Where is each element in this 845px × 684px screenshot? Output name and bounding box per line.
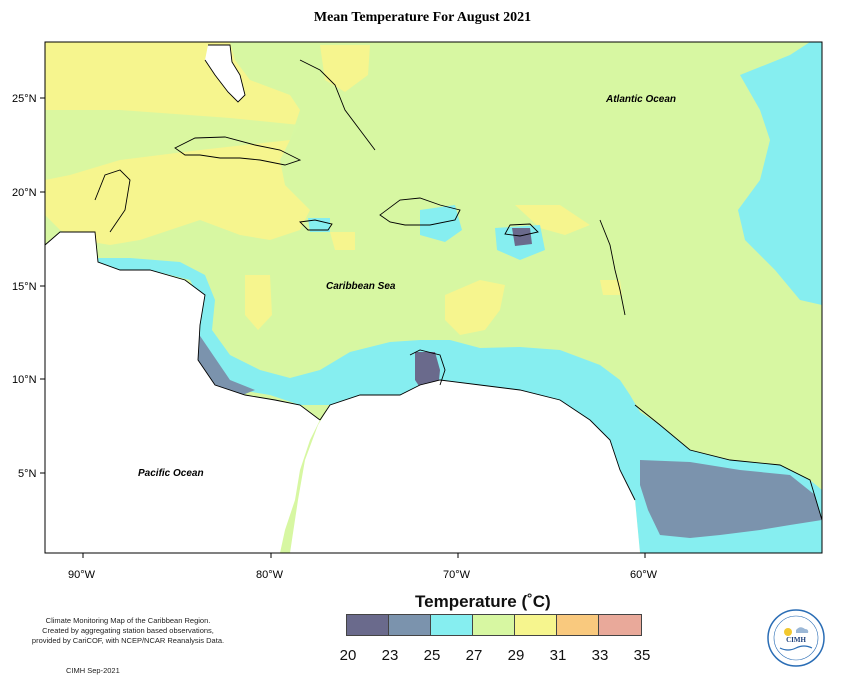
lat-label-15n: 15°N <box>12 281 37 293</box>
credit-date: CIMH Sep-2021 <box>66 666 120 675</box>
legend-swatch-31-33 <box>557 615 599 635</box>
map-title: Mean Temperature For August 2021 <box>313 10 532 25</box>
legend-tick: 35 <box>633 647 651 664</box>
legend-tick: 31 <box>549 647 567 664</box>
legend-swatch-25-27 <box>431 615 473 635</box>
lon-label-80w: 80°W <box>256 569 284 581</box>
sun-icon <box>784 628 792 636</box>
credit-line-2: Created by aggregating station based obs… <box>42 626 214 635</box>
legend-title: Temperature (˚C) <box>415 592 551 611</box>
lon-label-70w: 70°W <box>443 569 471 581</box>
label-caribbean-sea: Caribbean Sea <box>326 281 396 292</box>
lon-label-60w: 60°W <box>630 569 658 581</box>
legend-swatch-23-25 <box>389 615 431 635</box>
legend-swatch-20-23 <box>347 615 389 635</box>
cimh-logo: CIMH <box>767 609 825 667</box>
cloud-icon <box>796 627 809 633</box>
legend-tick: 33 <box>591 647 609 664</box>
credit-line-3: provided by CariCOF, with NCEP/NCAR Rean… <box>31 636 225 645</box>
legend-swatch-33-35 <box>599 615 641 635</box>
axis-ticks <box>40 97 646 558</box>
lon-label-90w: 90°W <box>68 569 96 581</box>
lat-label-10n: 10°N <box>12 374 37 386</box>
map-area <box>44 41 823 554</box>
legend-swatch-27-29 <box>473 615 515 635</box>
lat-label-25n: 25°N <box>12 93 37 105</box>
legend-tick: 23 <box>381 647 399 664</box>
coastlines <box>44 44 823 521</box>
legend-tick: 29 <box>507 647 525 664</box>
credit-text: Climate Monitoring Map of the Caribbean … <box>28 616 228 646</box>
legend-tick: 27 <box>465 647 483 664</box>
lat-label-20n: 20°N <box>12 187 37 199</box>
legend-color-bar <box>346 614 642 636</box>
logo-text: CIMH <box>786 636 806 644</box>
credit-line-1: Climate Monitoring Map of the Caribbean … <box>45 616 211 625</box>
label-atlantic-ocean: Atlantic Ocean <box>605 94 676 105</box>
legend-tick: 20 <box>339 647 357 664</box>
legend-tick: 25 <box>423 647 441 664</box>
lat-label-5n: 5°N <box>18 468 37 480</box>
label-pacific-ocean: Pacific Ocean <box>138 468 204 479</box>
legend-ticks: 20 23 25 27 29 31 33 35 <box>330 647 670 665</box>
wave-icon <box>779 645 813 651</box>
legend-swatch-29-31 <box>515 615 557 635</box>
